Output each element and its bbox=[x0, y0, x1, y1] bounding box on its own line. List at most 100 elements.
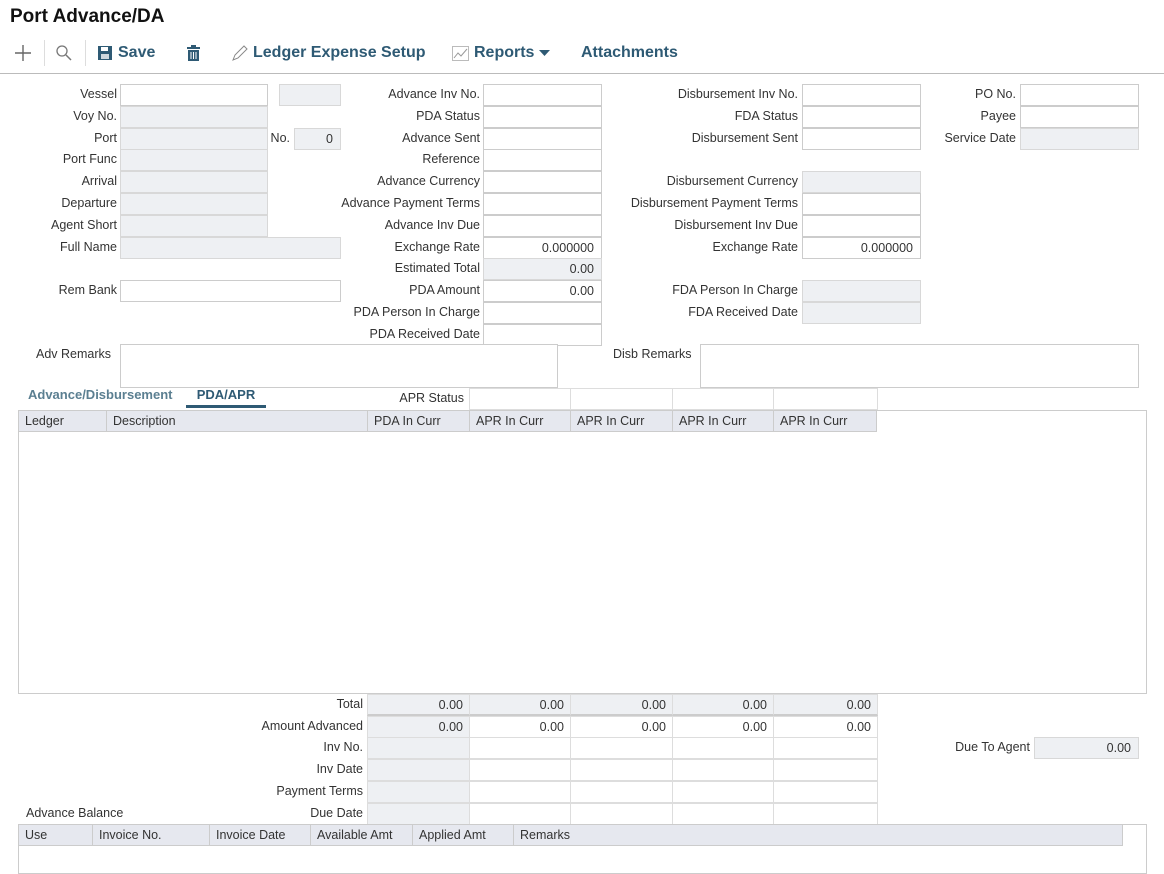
apr-status-input[interactable] bbox=[672, 388, 774, 410]
summary-cell[interactable] bbox=[570, 759, 673, 781]
port-no-label: No. bbox=[270, 131, 290, 145]
disbursement-inv-due-input[interactable] bbox=[802, 215, 921, 237]
floppy-disk-icon bbox=[98, 46, 112, 60]
summary-cell[interactable]: 0.00 bbox=[773, 716, 878, 738]
disbursement-inv-due-label: Disbursement Inv Due bbox=[674, 218, 798, 232]
summary-cell[interactable] bbox=[570, 737, 673, 759]
advance-balance-column-header[interactable]: Applied Amt bbox=[413, 825, 514, 846]
ledger-expense-setup-label: Ledger Expense Setup bbox=[253, 44, 426, 61]
summary-cell[interactable] bbox=[570, 803, 673, 825]
pda-amount-input[interactable]: 0.00 bbox=[483, 280, 602, 302]
advance-balance-column-header[interactable]: Invoice No. bbox=[93, 825, 210, 846]
advance-sent-input[interactable] bbox=[483, 128, 602, 150]
delete-button[interactable] bbox=[186, 42, 206, 64]
ledger-column-header[interactable]: PDA In Curr bbox=[368, 411, 470, 432]
search-button[interactable] bbox=[55, 42, 78, 64]
ledger-column-header[interactable]: Ledger bbox=[19, 411, 107, 432]
advance-balance-column-header[interactable]: Remarks bbox=[514, 825, 1123, 846]
summary-cell[interactable] bbox=[672, 737, 774, 759]
arrival-input bbox=[120, 171, 268, 193]
summary-cell[interactable] bbox=[672, 759, 774, 781]
apr-status-input[interactable] bbox=[469, 388, 571, 410]
advance-balance-column-header[interactable]: Invoice Date bbox=[210, 825, 311, 846]
summary-cell[interactable] bbox=[773, 737, 878, 759]
ledger-grid[interactable]: Ledger Description PDA In Curr APR In Curr A… bbox=[18, 410, 1147, 694]
fda-received-date-label: FDA Received Date bbox=[688, 305, 798, 319]
advance-inv-no-label: Advance Inv No. bbox=[388, 87, 480, 101]
summary-cell[interactable] bbox=[469, 737, 571, 759]
rem-bank-label: Rem Bank bbox=[58, 283, 117, 297]
summary-cell[interactable] bbox=[773, 781, 878, 803]
arrival-label: Arrival bbox=[81, 174, 117, 188]
estimated-total-input: 0.00 bbox=[483, 258, 602, 280]
disb-exchange-rate-input[interactable]: 0.000000 bbox=[802, 237, 921, 259]
advance-balance-column-header[interactable]: Use bbox=[19, 825, 93, 846]
ledger-column-header[interactable]: APR In Curr bbox=[774, 411, 877, 432]
vessel-input[interactable] bbox=[120, 84, 268, 106]
advance-inv-due-input[interactable] bbox=[483, 215, 602, 237]
advance-balance-grid[interactable]: Use Invoice No. Invoice Date Available Amt A… bbox=[18, 824, 1147, 874]
summary-cell[interactable] bbox=[672, 803, 774, 825]
save-button[interactable]: Save bbox=[97, 42, 155, 64]
summary-cell[interactable] bbox=[469, 759, 571, 781]
advance-balance-column-header[interactable]: Available Amt bbox=[311, 825, 413, 846]
disbursement-payment-terms-input[interactable] bbox=[802, 193, 921, 215]
summary-cell: 0.00 bbox=[672, 694, 774, 716]
adv-remarks-textarea[interactable] bbox=[120, 344, 558, 388]
disb-remarks-textarea[interactable] bbox=[700, 344, 1139, 388]
pda-status-input[interactable] bbox=[483, 106, 602, 128]
fda-person-in-charge-label: FDA Person In Charge bbox=[672, 283, 798, 297]
adv-exchange-rate-input[interactable]: 0.000000 bbox=[483, 237, 602, 259]
summary-cell[interactable] bbox=[672, 781, 774, 803]
summary-cell[interactable] bbox=[469, 781, 571, 803]
summary-cell[interactable]: 0.00 bbox=[570, 716, 673, 738]
ledger-column-header[interactable]: APR In Curr bbox=[470, 411, 571, 432]
port-input bbox=[120, 128, 268, 150]
summary-cell[interactable] bbox=[773, 759, 878, 781]
apr-status-input[interactable] bbox=[773, 388, 878, 410]
payee-input[interactable] bbox=[1020, 106, 1139, 128]
full-name-label: Full Name bbox=[60, 240, 117, 254]
rem-bank-input[interactable] bbox=[120, 280, 341, 302]
fda-status-label: FDA Status bbox=[734, 109, 798, 123]
reports-button[interactable]: Reports bbox=[452, 42, 557, 64]
magnifier-icon bbox=[56, 45, 72, 61]
summary-cell: 0.00 bbox=[367, 694, 470, 716]
disbursement-payment-terms-label: Disbursement Payment Terms bbox=[630, 196, 798, 210]
summary-cell[interactable] bbox=[469, 803, 571, 825]
summary-cell bbox=[367, 759, 470, 781]
summary-cell[interactable] bbox=[570, 781, 673, 803]
advance-inv-no-input[interactable] bbox=[483, 84, 602, 106]
pda-amount-label: PDA Amount bbox=[409, 283, 480, 297]
summary-cell: 0.00 bbox=[773, 694, 878, 716]
fda-status-input[interactable] bbox=[802, 106, 921, 128]
ledger-column-header[interactable]: Description bbox=[107, 411, 368, 432]
summary-cell[interactable]: 0.00 bbox=[672, 716, 774, 738]
po-no-input[interactable] bbox=[1020, 84, 1139, 106]
ledger-column-header[interactable]: APR In Curr bbox=[571, 411, 673, 432]
tab-advance-disbursement[interactable]: Advance/Disbursement bbox=[28, 387, 173, 402]
disbursement-inv-no-input[interactable] bbox=[802, 84, 921, 106]
due-to-agent-input: 0.00 bbox=[1034, 737, 1139, 759]
advance-payment-terms-input[interactable] bbox=[483, 193, 602, 215]
ledger-column-header[interactable]: APR In Curr bbox=[673, 411, 774, 432]
attachments-button[interactable]: Attachments bbox=[581, 42, 678, 64]
disbursement-sent-label: Disbursement Sent bbox=[691, 131, 798, 145]
summary-cell[interactable]: 0.00 bbox=[469, 716, 571, 738]
reference-input[interactable] bbox=[483, 149, 602, 171]
pda-person-in-charge-input[interactable] bbox=[483, 302, 602, 324]
advance-currency-input[interactable] bbox=[483, 171, 602, 193]
summary-cell bbox=[367, 781, 470, 803]
advance-payment-terms-label: Advance Payment Terms bbox=[341, 196, 480, 210]
departure-label: Departure bbox=[61, 196, 117, 210]
apr-status-input[interactable] bbox=[570, 388, 673, 410]
advance-currency-label: Advance Currency bbox=[377, 174, 480, 188]
disbursement-currency-input bbox=[802, 171, 921, 193]
tab-pda-apr[interactable]: PDA/APR bbox=[186, 387, 266, 408]
pda-received-date-input[interactable] bbox=[483, 324, 602, 346]
ledger-expense-setup-button[interactable]: Ledger Expense Setup bbox=[231, 42, 426, 64]
summary-cell[interactable] bbox=[773, 803, 878, 825]
summary-cell bbox=[367, 737, 470, 759]
disbursement-sent-input[interactable] bbox=[802, 128, 921, 150]
add-button[interactable] bbox=[14, 42, 37, 64]
